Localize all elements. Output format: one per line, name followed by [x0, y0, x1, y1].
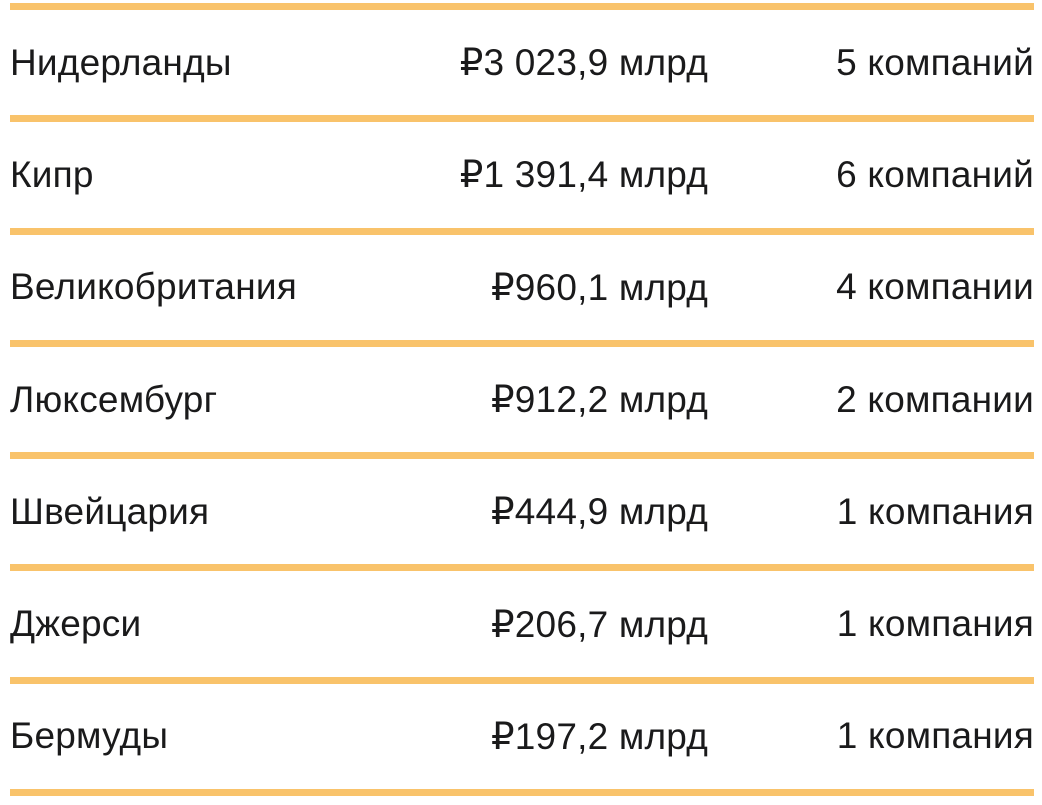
table-row: Кипр ₽1 391,4 млрд 6 компаний: [10, 115, 1034, 227]
country-label: Нидерланды: [10, 41, 232, 83]
country-holdings-table: Нидерланды ₽3 023,9 млрд 5 компаний Кипр…: [10, 3, 1034, 797]
companies-cell: 5 компаний: [836, 41, 1034, 83]
companies-cell: 4 компании: [836, 266, 1034, 308]
country-label: Бермуды: [10, 715, 169, 757]
table-row: Джерси ₽206,7 млрд 1 компания: [10, 564, 1034, 676]
table-row: Великобритания ₽960,1 млрд 4 компании: [10, 227, 1034, 340]
country-label: Швейцария: [10, 490, 210, 532]
value-cell: ₽3 023,9 млрд: [459, 42, 708, 84]
companies-cell: 2 компании: [836, 378, 1034, 420]
country-label: Великобритания: [10, 266, 297, 308]
value-cell: ₽960,1 млрд: [491, 266, 708, 308]
value-cell: ₽912,2 млрд: [491, 379, 708, 421]
table-row: Нидерланды ₽3 023,9 млрд 5 компаний: [10, 3, 1034, 115]
value-cell: ₽444,9 млрд: [491, 491, 708, 533]
companies-cell: 1 компания: [836, 715, 1034, 757]
country-label: Люксембург: [10, 378, 218, 420]
country-label: Джерси: [10, 603, 142, 645]
table-row: Бермуды ₽197,2 млрд 1 компания: [10, 676, 1034, 797]
value-cell: ₽206,7 млрд: [491, 603, 708, 645]
table-row: Швейцария ₽444,9 млрд 1 компания: [10, 452, 1034, 564]
table-row: Люксембург ₽912,2 млрд 2 компании: [10, 339, 1034, 452]
companies-cell: 6 компаний: [836, 153, 1034, 195]
value-cell: ₽197,2 млрд: [491, 715, 708, 757]
companies-cell: 1 компания: [836, 603, 1034, 645]
country-label: Кипр: [10, 153, 94, 195]
companies-cell: 1 компания: [836, 490, 1034, 532]
value-cell: ₽1 391,4 млрд: [459, 154, 708, 196]
